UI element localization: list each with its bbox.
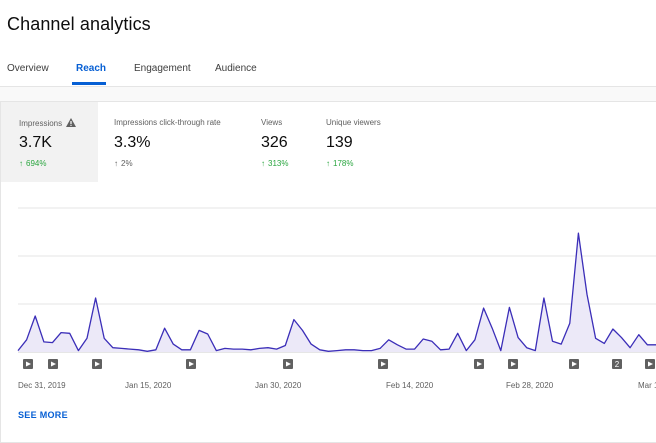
tab-reach[interactable]: Reach bbox=[76, 63, 107, 74]
chart-area bbox=[18, 233, 656, 352]
metric-change: ↑ 2% bbox=[114, 159, 133, 168]
play-icon bbox=[477, 361, 482, 367]
warning-icon bbox=[66, 118, 77, 127]
arrow-up-icon: ↑ bbox=[19, 159, 23, 168]
metric-change: ↑ 694% bbox=[19, 159, 46, 168]
play-icon bbox=[648, 361, 653, 367]
reach-card: Impressions 3.7K ↑ 694% Impressions click… bbox=[0, 101, 656, 443]
metric-value: 139 bbox=[326, 134, 353, 151]
active-tab-indicator bbox=[72, 82, 106, 85]
see-more-link[interactable]: SEE MORE bbox=[18, 410, 68, 420]
metric-label: Unique viewers bbox=[326, 118, 381, 127]
x-tick-label: Mar 1 bbox=[638, 381, 656, 390]
metric-value: 3.7K bbox=[19, 134, 52, 151]
play-icon bbox=[51, 361, 56, 367]
tab-audience[interactable]: Audience bbox=[215, 63, 257, 74]
chart-line bbox=[17, 232, 656, 352]
arrow-up-icon: ↑ bbox=[326, 159, 330, 168]
x-tick-label: Dec 31, 2019 bbox=[18, 381, 66, 390]
metric-label: Views bbox=[261, 118, 283, 127]
play-icon bbox=[95, 361, 100, 367]
arrow-up-icon: ↑ bbox=[261, 159, 265, 168]
metric-change-value: 694% bbox=[26, 159, 47, 168]
x-tick-label: Jan 30, 2020 bbox=[255, 381, 302, 390]
metric-label: Impressions click-through rate bbox=[114, 118, 221, 127]
x-tick-label: Jan 15, 2020 bbox=[125, 381, 172, 390]
metric-change-value: 178% bbox=[333, 159, 354, 168]
play-icon bbox=[572, 361, 577, 367]
svg-text:2: 2 bbox=[615, 360, 620, 369]
metric-label: Impressions bbox=[19, 119, 63, 128]
play-icon bbox=[381, 361, 386, 367]
video-marker[interactable] bbox=[48, 359, 58, 369]
metric-impressions-ctr[interactable]: Impressions click-through rate 3.3% ↑ 2% bbox=[98, 102, 248, 182]
tab-engagement[interactable]: Engagement bbox=[134, 63, 191, 74]
video-marker[interactable] bbox=[645, 359, 655, 369]
metric-views[interactable]: Views 326 ↑ 313% bbox=[248, 102, 318, 182]
video-marker[interactable] bbox=[283, 359, 293, 369]
play-icon bbox=[286, 361, 291, 367]
video-marker[interactable] bbox=[378, 359, 388, 369]
metric-impressions[interactable]: Impressions 3.7K ↑ 694% bbox=[1, 102, 98, 182]
video-marker-count[interactable]: 2 bbox=[612, 359, 622, 369]
video-marker[interactable] bbox=[474, 359, 484, 369]
arrow-up-icon: ↑ bbox=[114, 159, 118, 168]
metric-value: 326 bbox=[261, 134, 288, 151]
video-marker[interactable] bbox=[508, 359, 518, 369]
video-marker[interactable] bbox=[23, 359, 33, 369]
page-title: Channel analytics bbox=[7, 14, 151, 34]
play-icon bbox=[189, 361, 194, 367]
play-icon bbox=[511, 361, 516, 367]
metric-value: 3.3% bbox=[114, 134, 151, 151]
metric-change-value: 2% bbox=[121, 159, 133, 168]
metric-unique-viewers[interactable]: Unique viewers 139 ↑ 178% bbox=[318, 102, 418, 182]
video-marker[interactable] bbox=[92, 359, 102, 369]
x-tick-label: Feb 14, 2020 bbox=[386, 381, 434, 390]
page-header: Channel analytics Overview Reach Engagem… bbox=[0, 0, 656, 87]
metric-change: ↑ 178% bbox=[326, 159, 353, 168]
play-icon bbox=[26, 361, 31, 367]
x-tick-label: Feb 28, 2020 bbox=[506, 381, 554, 390]
video-marker[interactable] bbox=[186, 359, 196, 369]
metric-change: ↑ 313% bbox=[261, 159, 288, 168]
tab-overview[interactable]: Overview bbox=[7, 63, 49, 74]
metric-change-value: 313% bbox=[268, 159, 289, 168]
video-marker[interactable] bbox=[569, 359, 579, 369]
